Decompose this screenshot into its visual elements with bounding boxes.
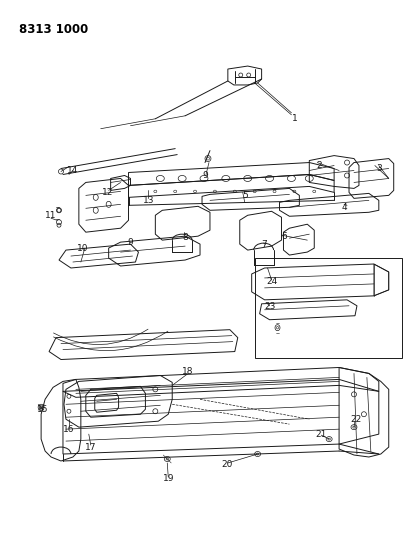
Text: 1: 1 (291, 114, 297, 123)
Text: 2: 2 (316, 161, 321, 170)
Text: 10: 10 (77, 244, 88, 253)
Text: 18: 18 (182, 367, 193, 376)
Text: 13: 13 (142, 196, 154, 205)
Text: 6: 6 (281, 232, 287, 241)
Text: 22: 22 (350, 415, 361, 424)
Text: 19: 19 (162, 474, 173, 483)
Text: 7: 7 (261, 240, 267, 248)
Text: 20: 20 (220, 461, 232, 470)
Text: 24: 24 (265, 277, 276, 286)
Text: 5: 5 (241, 191, 247, 200)
Text: 3: 3 (375, 164, 381, 173)
Text: 9: 9 (202, 171, 207, 180)
Text: 12: 12 (102, 188, 113, 197)
Text: 8: 8 (182, 232, 188, 241)
Text: 11: 11 (45, 211, 57, 220)
Text: 15: 15 (37, 405, 49, 414)
Text: 9: 9 (127, 238, 133, 247)
Text: 4: 4 (340, 203, 346, 212)
Text: 23: 23 (263, 302, 274, 311)
Text: 8313 1000: 8313 1000 (19, 23, 88, 36)
Text: 16: 16 (63, 425, 74, 434)
Text: 21: 21 (315, 430, 326, 439)
Text: 14: 14 (67, 166, 79, 175)
Text: 17: 17 (85, 442, 96, 451)
